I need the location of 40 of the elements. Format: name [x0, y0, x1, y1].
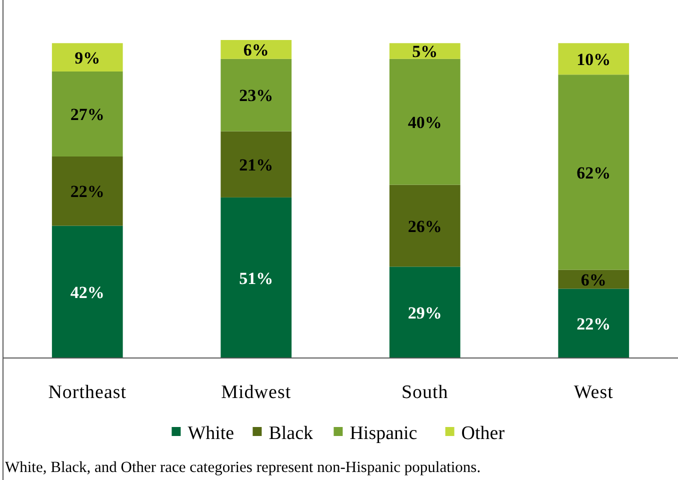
- legend-label: Other: [461, 422, 506, 444]
- data-label: 62%: [576, 163, 611, 182]
- x-tick-label: West: [574, 382, 614, 403]
- bar: [52, 43, 123, 72]
- data-label: 10%: [576, 50, 611, 70]
- data-label: 21%: [239, 155, 274, 174]
- data-label: 22%: [70, 182, 104, 202]
- bar: [220, 40, 292, 59]
- data-label: 5%: [412, 42, 438, 62]
- data-label: 40%: [408, 112, 442, 132]
- bar: [52, 156, 123, 226]
- bar: [389, 43, 460, 59]
- bar: [52, 226, 123, 358]
- x-tick-label: South: [401, 382, 448, 403]
- legend-label: Black: [268, 422, 314, 444]
- bar: [220, 131, 292, 198]
- data-label: 27%: [70, 105, 104, 124]
- bar: [558, 288, 630, 358]
- data-label: 29%: [408, 303, 442, 322]
- data-label: 9%: [74, 48, 100, 68]
- bar: [558, 43, 630, 75]
- legend-label: Hispanic: [350, 422, 418, 444]
- data-label: 6%: [580, 270, 606, 290]
- x-tick-label: Midwest: [221, 382, 292, 403]
- bar: [389, 58, 460, 185]
- bar: [220, 197, 292, 358]
- data-label: 23%: [239, 86, 274, 106]
- data-label: 26%: [408, 216, 442, 236]
- text: White, Black, and Other race categories represent non-Hispanic populations.: [5, 459, 481, 476]
- data-label: 6%: [243, 40, 269, 60]
- data-label: 51%: [239, 268, 274, 288]
- bar: [220, 58, 292, 132]
- bar: [52, 71, 123, 156]
- bar: [389, 184, 460, 267]
- data-label: 22%: [576, 314, 611, 334]
- legend-label: White: [188, 422, 234, 444]
- data-label: 42%: [70, 283, 104, 302]
- x-tick-label: Northeast: [48, 382, 127, 403]
- bar: [389, 266, 460, 358]
- bar: [558, 74, 630, 270]
